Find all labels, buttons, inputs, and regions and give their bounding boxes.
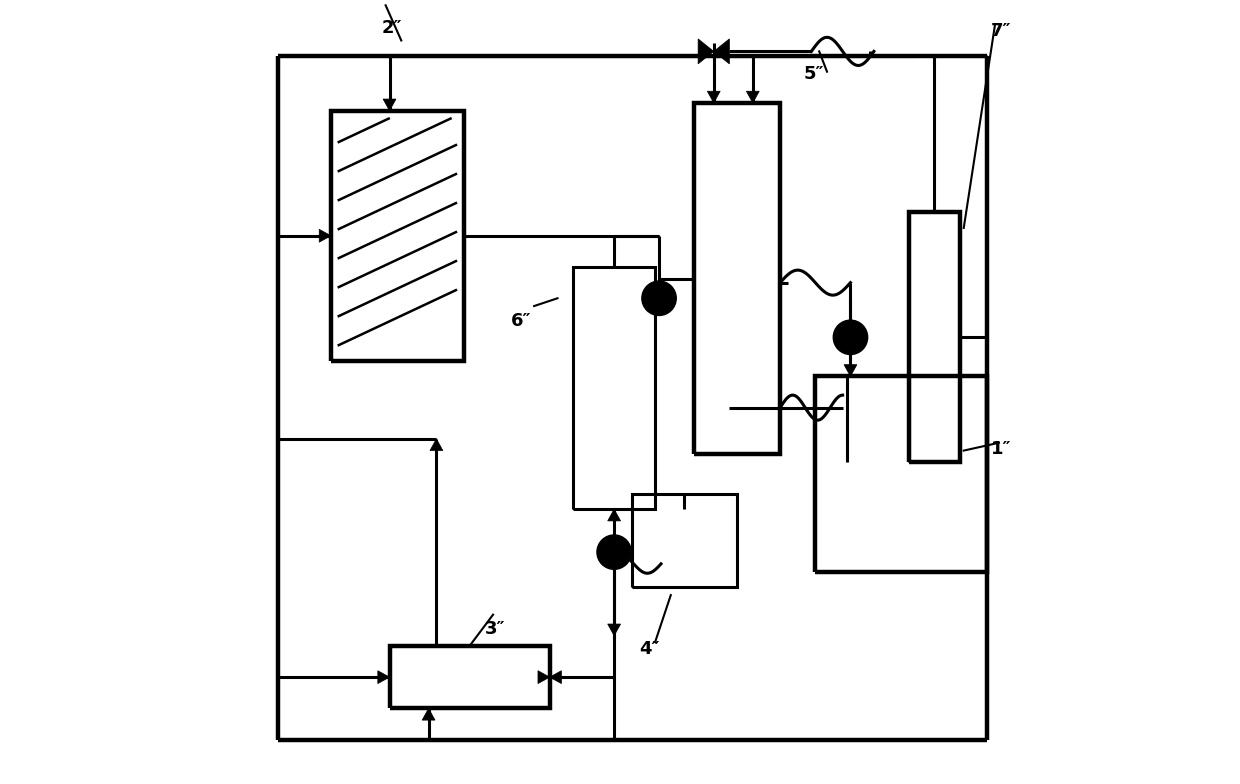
Circle shape xyxy=(642,281,676,315)
Text: 6″: 6″ xyxy=(511,311,531,329)
Text: 2″: 2″ xyxy=(382,19,402,37)
Polygon shape xyxy=(538,670,549,684)
Circle shape xyxy=(833,320,868,354)
Polygon shape xyxy=(319,229,331,242)
Text: 3″: 3″ xyxy=(485,620,506,638)
Polygon shape xyxy=(608,509,620,521)
Circle shape xyxy=(596,535,631,569)
Polygon shape xyxy=(698,39,714,64)
Polygon shape xyxy=(707,91,720,103)
Polygon shape xyxy=(422,709,435,720)
Polygon shape xyxy=(746,91,759,103)
Polygon shape xyxy=(430,439,443,451)
Polygon shape xyxy=(714,39,729,64)
Polygon shape xyxy=(378,670,389,684)
Polygon shape xyxy=(383,99,396,111)
Text: 7″: 7″ xyxy=(991,23,1012,41)
Text: 1″: 1″ xyxy=(991,441,1012,459)
Text: 4″: 4″ xyxy=(640,640,660,658)
Polygon shape xyxy=(549,670,562,684)
Polygon shape xyxy=(608,624,620,636)
Text: 5″: 5″ xyxy=(804,65,825,83)
Polygon shape xyxy=(844,365,857,376)
